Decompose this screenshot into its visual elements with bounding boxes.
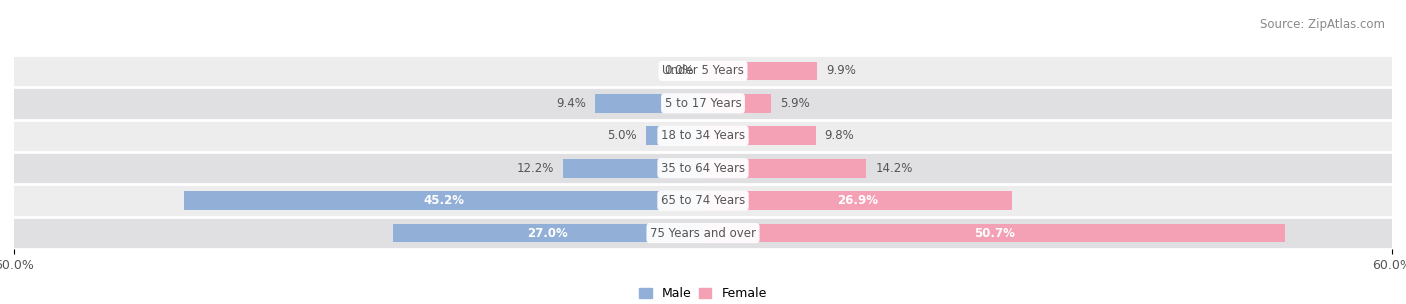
Bar [14, 185, 1392, 217]
Text: 5 to 17 Years: 5 to 17 Years [665, 97, 741, 110]
Text: 9.9%: 9.9% [825, 64, 856, 78]
Text: 35 to 64 Years: 35 to 64 Years [661, 162, 745, 175]
Text: 45.2%: 45.2% [423, 194, 464, 207]
Text: 9.8%: 9.8% [825, 129, 855, 142]
Text: 5.0%: 5.0% [607, 129, 637, 142]
Bar [14, 55, 1392, 87]
Bar [14, 119, 1392, 152]
Bar [14, 152, 1392, 185]
Text: 9.4%: 9.4% [555, 97, 586, 110]
Bar [703, 224, 1285, 243]
Text: 0.0%: 0.0% [664, 64, 693, 78]
Bar [703, 159, 866, 178]
Bar [703, 61, 817, 80]
Bar [562, 159, 703, 178]
Text: 50.7%: 50.7% [973, 226, 1015, 240]
Text: 14.2%: 14.2% [875, 162, 912, 175]
Text: 27.0%: 27.0% [527, 226, 568, 240]
Text: 5.9%: 5.9% [780, 97, 810, 110]
Bar [703, 94, 770, 113]
Bar [392, 224, 703, 243]
Text: 18 to 34 Years: 18 to 34 Years [661, 129, 745, 142]
Text: 26.9%: 26.9% [837, 194, 877, 207]
Text: Under 5 Years: Under 5 Years [662, 64, 744, 78]
Bar [645, 126, 703, 145]
Text: 12.2%: 12.2% [516, 162, 554, 175]
Legend: Male, Female: Male, Female [634, 282, 772, 304]
Text: 65 to 74 Years: 65 to 74 Years [661, 194, 745, 207]
Bar [703, 191, 1012, 210]
Bar [14, 87, 1392, 119]
Bar [595, 94, 703, 113]
Text: 75 Years and over: 75 Years and over [650, 226, 756, 240]
Bar [703, 126, 815, 145]
Bar [184, 191, 703, 210]
Text: Source: ZipAtlas.com: Source: ZipAtlas.com [1260, 18, 1385, 31]
Bar [14, 217, 1392, 249]
